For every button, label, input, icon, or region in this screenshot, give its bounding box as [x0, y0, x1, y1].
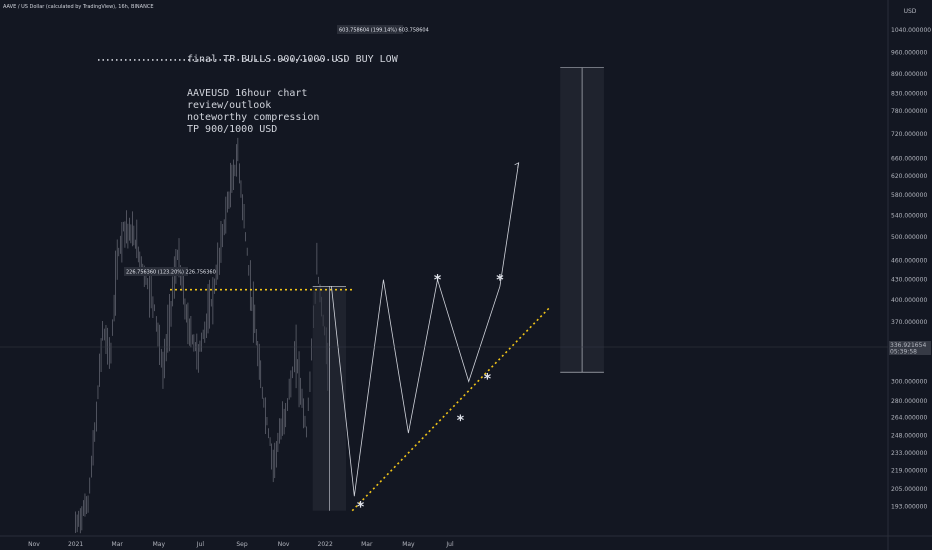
- outlook-note-line: review/outlook: [187, 100, 271, 111]
- price-tick-label: 248.000000: [891, 432, 927, 439]
- price-tick-label: 960.000000: [891, 50, 927, 57]
- price-tick-label: 580.000000: [891, 192, 927, 199]
- price-tick-label: 780.000000: [891, 108, 927, 115]
- star-marker: *: [496, 273, 504, 289]
- outlook-note-line: noteworthy compression: [187, 112, 319, 123]
- price-axis-unit: USD: [904, 8, 917, 15]
- price-tick-label: 830.000000: [891, 91, 927, 98]
- time-tick-label: Mar: [112, 541, 124, 548]
- price-axis[interactable]: [888, 0, 932, 550]
- time-tick-label: Jul: [445, 541, 454, 548]
- price-tick-label: 205.000000: [891, 486, 927, 493]
- star-marker: *: [484, 372, 492, 388]
- time-tick-label: Nov: [28, 541, 40, 548]
- range-label-bg-small: [124, 267, 188, 276]
- price-tick-label: 500.000000: [891, 234, 927, 241]
- price-tick-label: 264.000000: [891, 415, 927, 422]
- price-tick-label: 370.000000: [891, 319, 927, 326]
- time-tick-label: Jul: [196, 541, 205, 548]
- time-tick-label: 2021: [68, 541, 83, 548]
- outlook-note-line: TP 900/1000 USD: [187, 124, 277, 135]
- projection-arrowhead: [514, 162, 520, 168]
- price-tick-label: 219.000000: [891, 468, 927, 475]
- price-tick-label: 890.000000: [891, 71, 927, 78]
- price-tick-label: 400.000000: [891, 297, 927, 304]
- range-label-large: 603.758604 (199.14%) 603.758604: [339, 28, 429, 34]
- range-label-bg-large: [337, 25, 403, 34]
- price-tick-label: 1040.000000: [891, 27, 931, 34]
- time-axis-ticks: Nov 2021 Mar May Jul Sep Nov 2022 Mar May Jul: [28, 541, 454, 548]
- star-marker: *: [434, 273, 442, 289]
- star-marker: *: [357, 499, 365, 515]
- symbol-header: AAVE / US Dollar (calculated by TradingV…: [3, 4, 153, 10]
- price-tick-label: 430.000000: [891, 277, 927, 284]
- current-price-countdown: 05:39:58: [890, 349, 917, 356]
- price-tick-label: 540.000000: [891, 212, 927, 219]
- price-tick-label: 300.000000: [891, 379, 927, 386]
- price-tick-label: 660.000000: [891, 155, 927, 162]
- price-tick-label: 280.000000: [891, 398, 927, 405]
- current-price-value: 336.921654: [890, 342, 926, 349]
- target-note: final TP BULLS 900/1000 USD BUY LOW: [187, 54, 399, 65]
- price-tick-label: 460.000000: [891, 258, 927, 265]
- time-tick-label: May: [402, 541, 415, 548]
- current-price-tag: [889, 341, 931, 355]
- outlook-note-line: AAVEUSD 16hour chart: [187, 88, 307, 99]
- time-tick-label: Mar: [361, 541, 373, 548]
- projection-path: [331, 162, 520, 497]
- price-tick-label: 193.000000: [891, 503, 927, 510]
- support-trendline: [351, 306, 551, 512]
- time-tick-label: May: [153, 541, 166, 548]
- star-marker: *: [457, 413, 465, 429]
- price-tick-label: 620.000000: [891, 173, 927, 180]
- range-label-small: 226.756360 (123.20%) 226.756360: [126, 270, 216, 276]
- candlestick-series: [75, 137, 329, 534]
- price-tick-label: 720.000000: [891, 131, 927, 138]
- drawing-layer: 226.756360 (123.20%) 226.756360 603.75860…: [98, 25, 604, 515]
- time-tick-label: Sep: [236, 541, 248, 548]
- price-axis-ticks: 1040.000000 960.000000 890.000000 830.00000…: [891, 27, 931, 510]
- time-tick-label: 2022: [318, 541, 333, 548]
- time-tick-label: Nov: [278, 541, 290, 548]
- price-tick-label: 233.000000: [891, 450, 927, 457]
